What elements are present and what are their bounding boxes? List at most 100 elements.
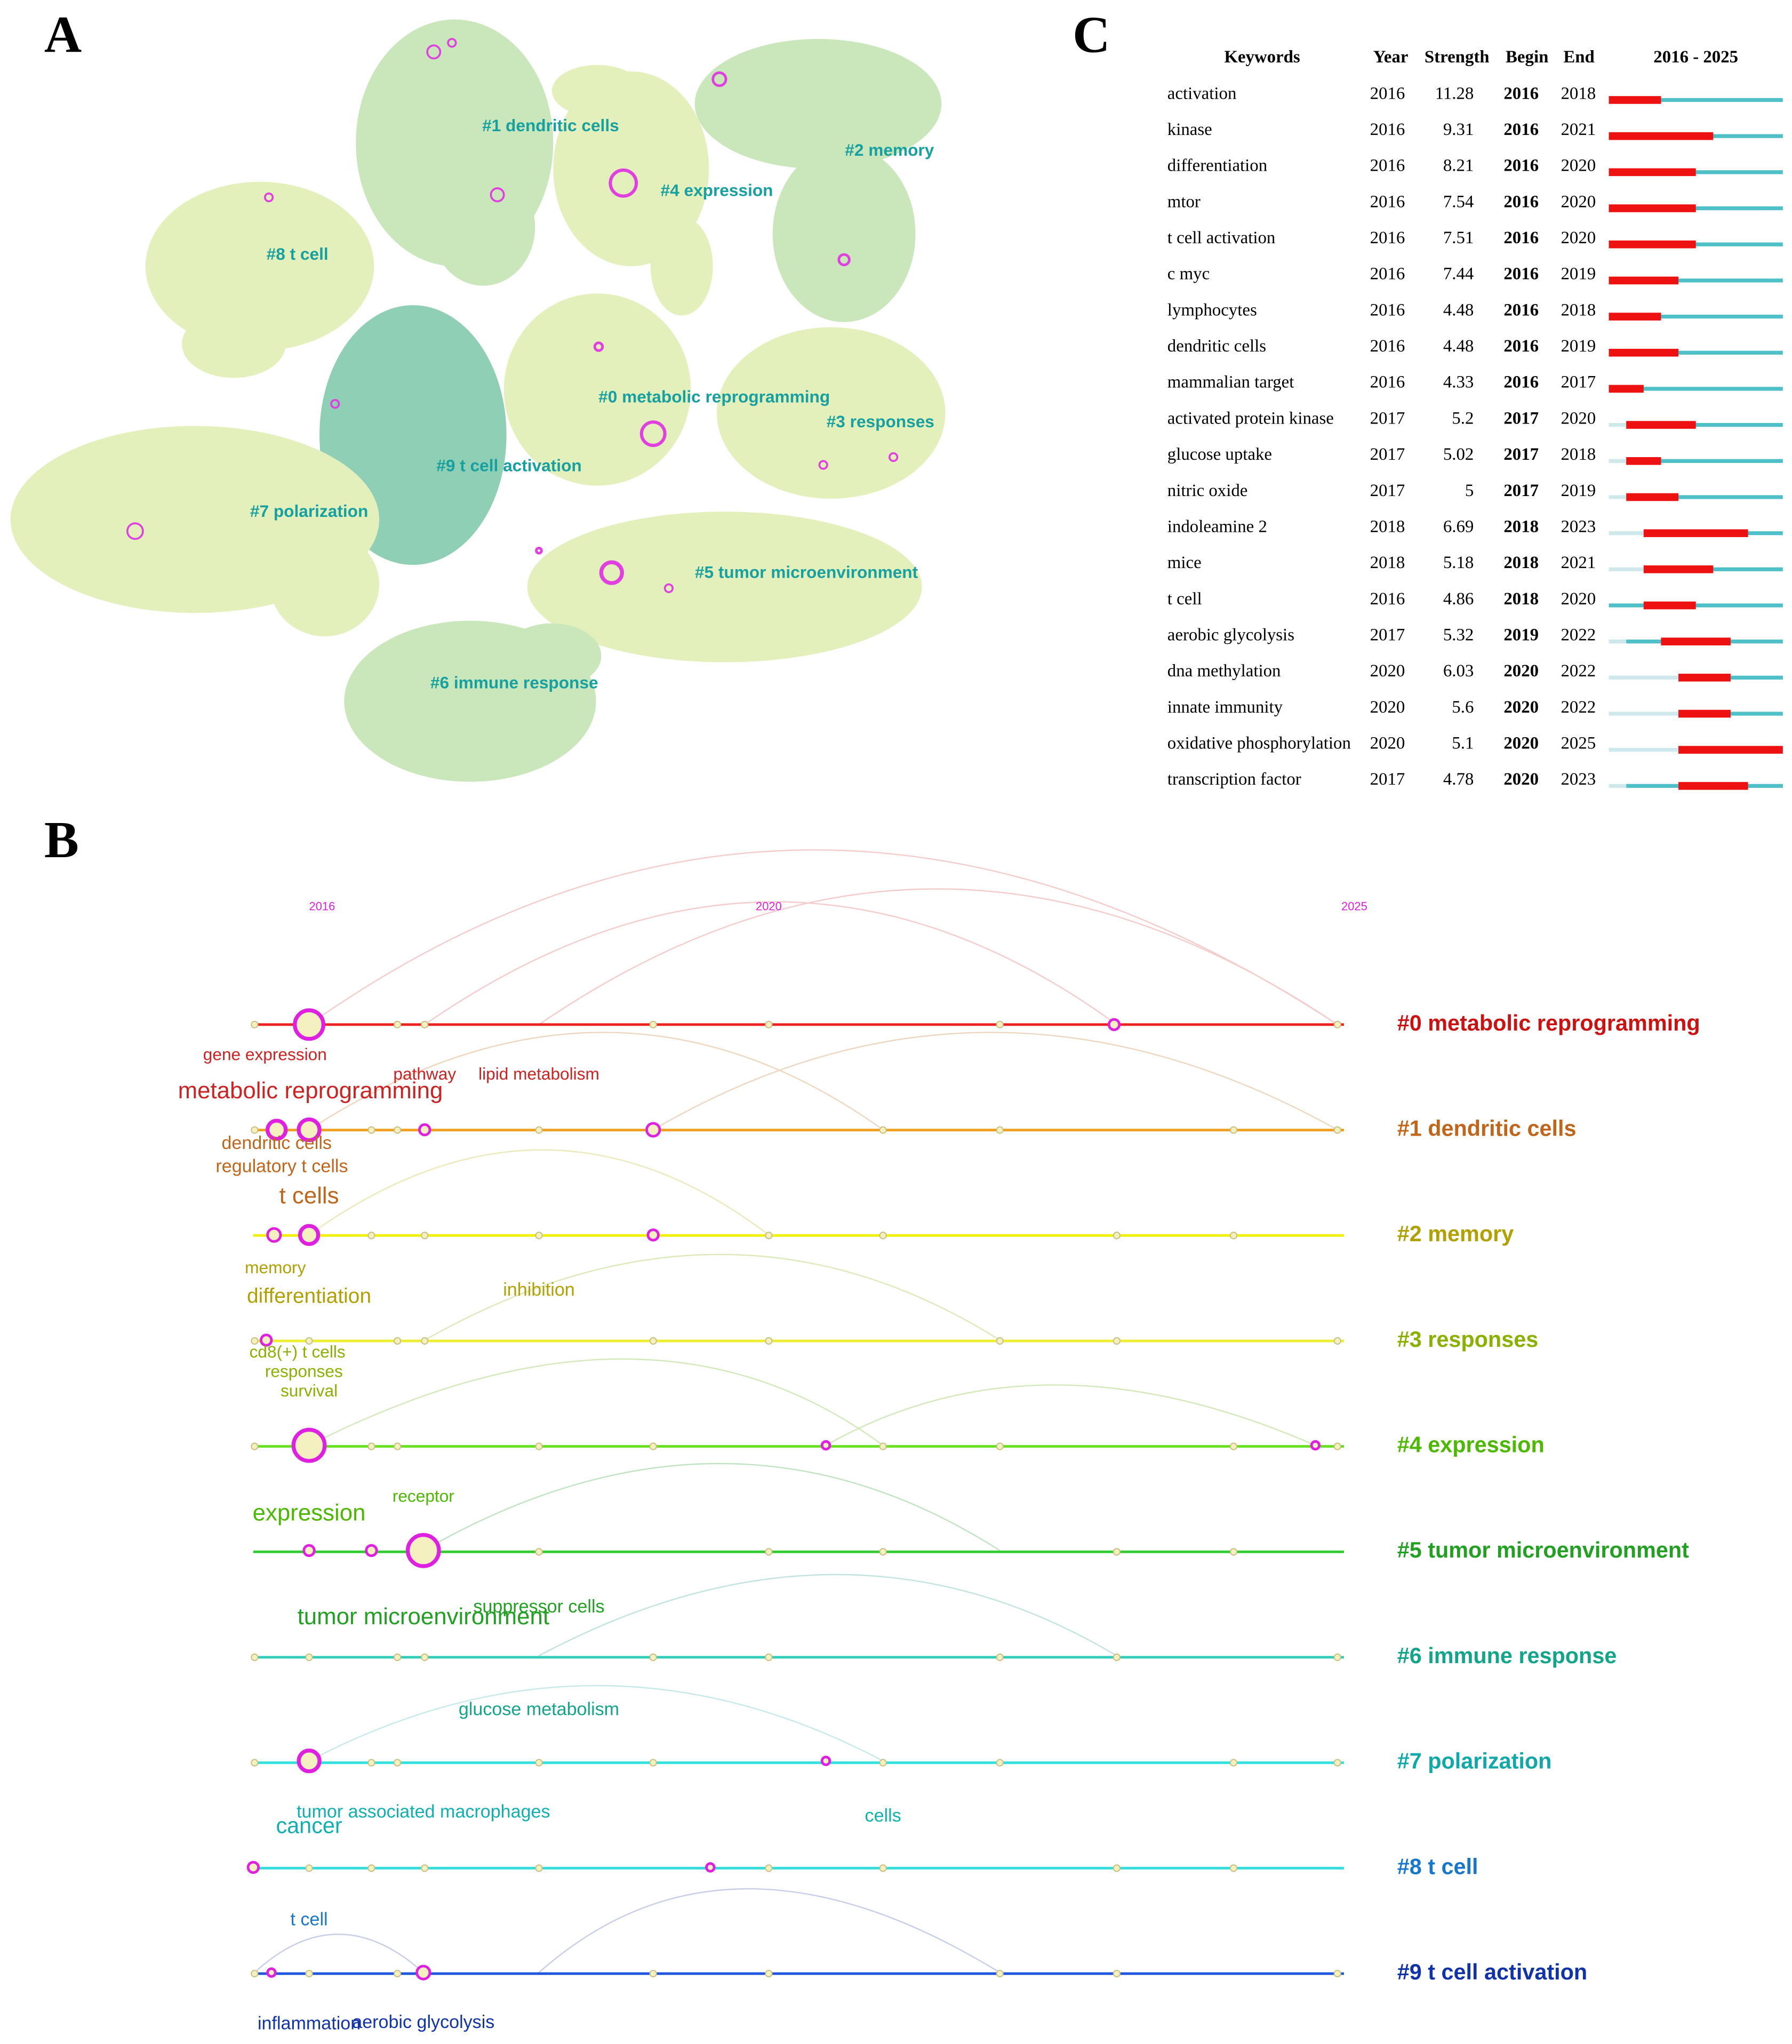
active-period (1609, 350, 1783, 355)
table-cell: 2025 (1561, 734, 1596, 753)
table-cell: 2020 (1561, 589, 1596, 609)
table-cell: oxidative phosphorylation (1167, 734, 1351, 753)
node (1333, 1020, 1341, 1028)
node (1113, 1232, 1121, 1240)
cluster-label: #6 immune response (1397, 1643, 1617, 1668)
node (305, 1969, 313, 1978)
table-cell: 2020 (1503, 770, 1539, 789)
keyword-label: regulatory t cells (215, 1156, 348, 1177)
node (367, 1232, 375, 1240)
table-cell: 2016 (1503, 265, 1539, 284)
table-cell: 2017 (1370, 445, 1405, 464)
table-cell: 2017 (1561, 373, 1596, 392)
keyword-label: inhibition (503, 1280, 575, 1300)
node (765, 1653, 773, 1662)
burst-bar (1643, 565, 1714, 573)
node (535, 1442, 543, 1450)
node-ring (405, 1533, 441, 1568)
node (996, 1759, 1004, 1767)
table-cell: 5 (1465, 481, 1474, 500)
cluster-label: #4 expression (661, 181, 773, 200)
burst-bar (1609, 240, 1696, 249)
burst-bar (1609, 348, 1679, 357)
node (421, 1653, 429, 1662)
table-cell: 4.78 (1443, 770, 1474, 789)
node (879, 1442, 887, 1450)
table-cell: 2017 (1370, 409, 1405, 428)
table-cell: 6.03 (1443, 661, 1474, 681)
cluster-label: #7 polarization (1397, 1749, 1552, 1774)
table-cell: 2023 (1561, 517, 1596, 536)
keyword-label: memory (245, 1258, 306, 1277)
node-ring (365, 1544, 378, 1558)
node (649, 1759, 657, 1767)
active-period (1626, 422, 1783, 427)
panel-label: A (44, 6, 82, 63)
table-cell: 4.48 (1443, 300, 1474, 320)
table-cell: 2018 (1503, 517, 1539, 536)
keyword-label: pathway (393, 1064, 456, 1083)
table-cell: 2016 (1370, 120, 1405, 139)
table-cell: 2016 (1370, 373, 1405, 392)
burst-bar (1609, 204, 1696, 212)
pre-period (1609, 748, 1679, 752)
table-cell: 8.21 (1443, 156, 1474, 175)
node (765, 1020, 773, 1028)
burst-bar (1609, 385, 1644, 393)
table-cell: 2019 (1561, 265, 1596, 284)
cluster-label: #7 polarization (250, 501, 368, 521)
table-cell: 5.6 (1452, 698, 1474, 717)
table-cell: 2020 (1503, 698, 1539, 717)
table-cell: 2018 (1561, 445, 1596, 464)
node (1229, 1759, 1238, 1767)
node (421, 1020, 429, 1028)
node (765, 1232, 773, 1240)
table-cell: 2020 (1561, 228, 1596, 247)
table-cell: 2016 (1370, 228, 1405, 247)
node (251, 1653, 259, 1662)
keyword-label: gene expression (203, 1045, 327, 1064)
burst-bar (1643, 529, 1748, 537)
keyword-label: lipid metabolism (478, 1064, 599, 1083)
year-label: 2020 (756, 900, 782, 913)
burst-bar (1609, 96, 1661, 104)
node (394, 1759, 402, 1767)
table-cell: 5.2 (1452, 409, 1474, 428)
burst-bar (1661, 637, 1731, 645)
table-cell: 2017 (1503, 445, 1539, 464)
burst-bar (1609, 132, 1714, 140)
keyword-label: t cell (291, 1910, 328, 1930)
table-cell: 2020 (1370, 661, 1405, 681)
active-period (1609, 98, 1783, 102)
node (305, 1337, 313, 1345)
panel-label: C (1073, 6, 1110, 63)
active-period (1626, 459, 1783, 463)
node (1229, 1232, 1238, 1240)
table-cell: 2016 (1370, 300, 1405, 320)
keyword-label: metabolic reprogramming (178, 1077, 443, 1104)
node (1229, 1548, 1238, 1556)
burst-bar (1626, 457, 1661, 465)
node (765, 1337, 773, 1345)
year-label: 2025 (1341, 900, 1367, 913)
node (1113, 1969, 1121, 1978)
table-cell: activated protein kinase (1167, 409, 1334, 428)
table-cell: 2018 (1370, 517, 1405, 536)
node-ring (646, 1228, 660, 1242)
node-ring (260, 1334, 273, 1347)
table-cell: 2017 (1370, 481, 1405, 500)
node (996, 1020, 1004, 1028)
node (1333, 1653, 1341, 1662)
table-cell: 2019 (1561, 481, 1596, 500)
node (251, 1020, 259, 1028)
active-period (1678, 712, 1783, 716)
node (996, 1442, 1004, 1450)
pre-period (1609, 784, 1627, 788)
table-cell: 2017 (1370, 770, 1405, 789)
table-cell: dna methylation (1167, 661, 1281, 681)
burst-bar (1609, 168, 1696, 177)
table-cell: 2017 (1370, 625, 1405, 644)
node (394, 1653, 402, 1662)
node-ring (246, 1861, 260, 1874)
keyword-label: survival (281, 1381, 338, 1400)
